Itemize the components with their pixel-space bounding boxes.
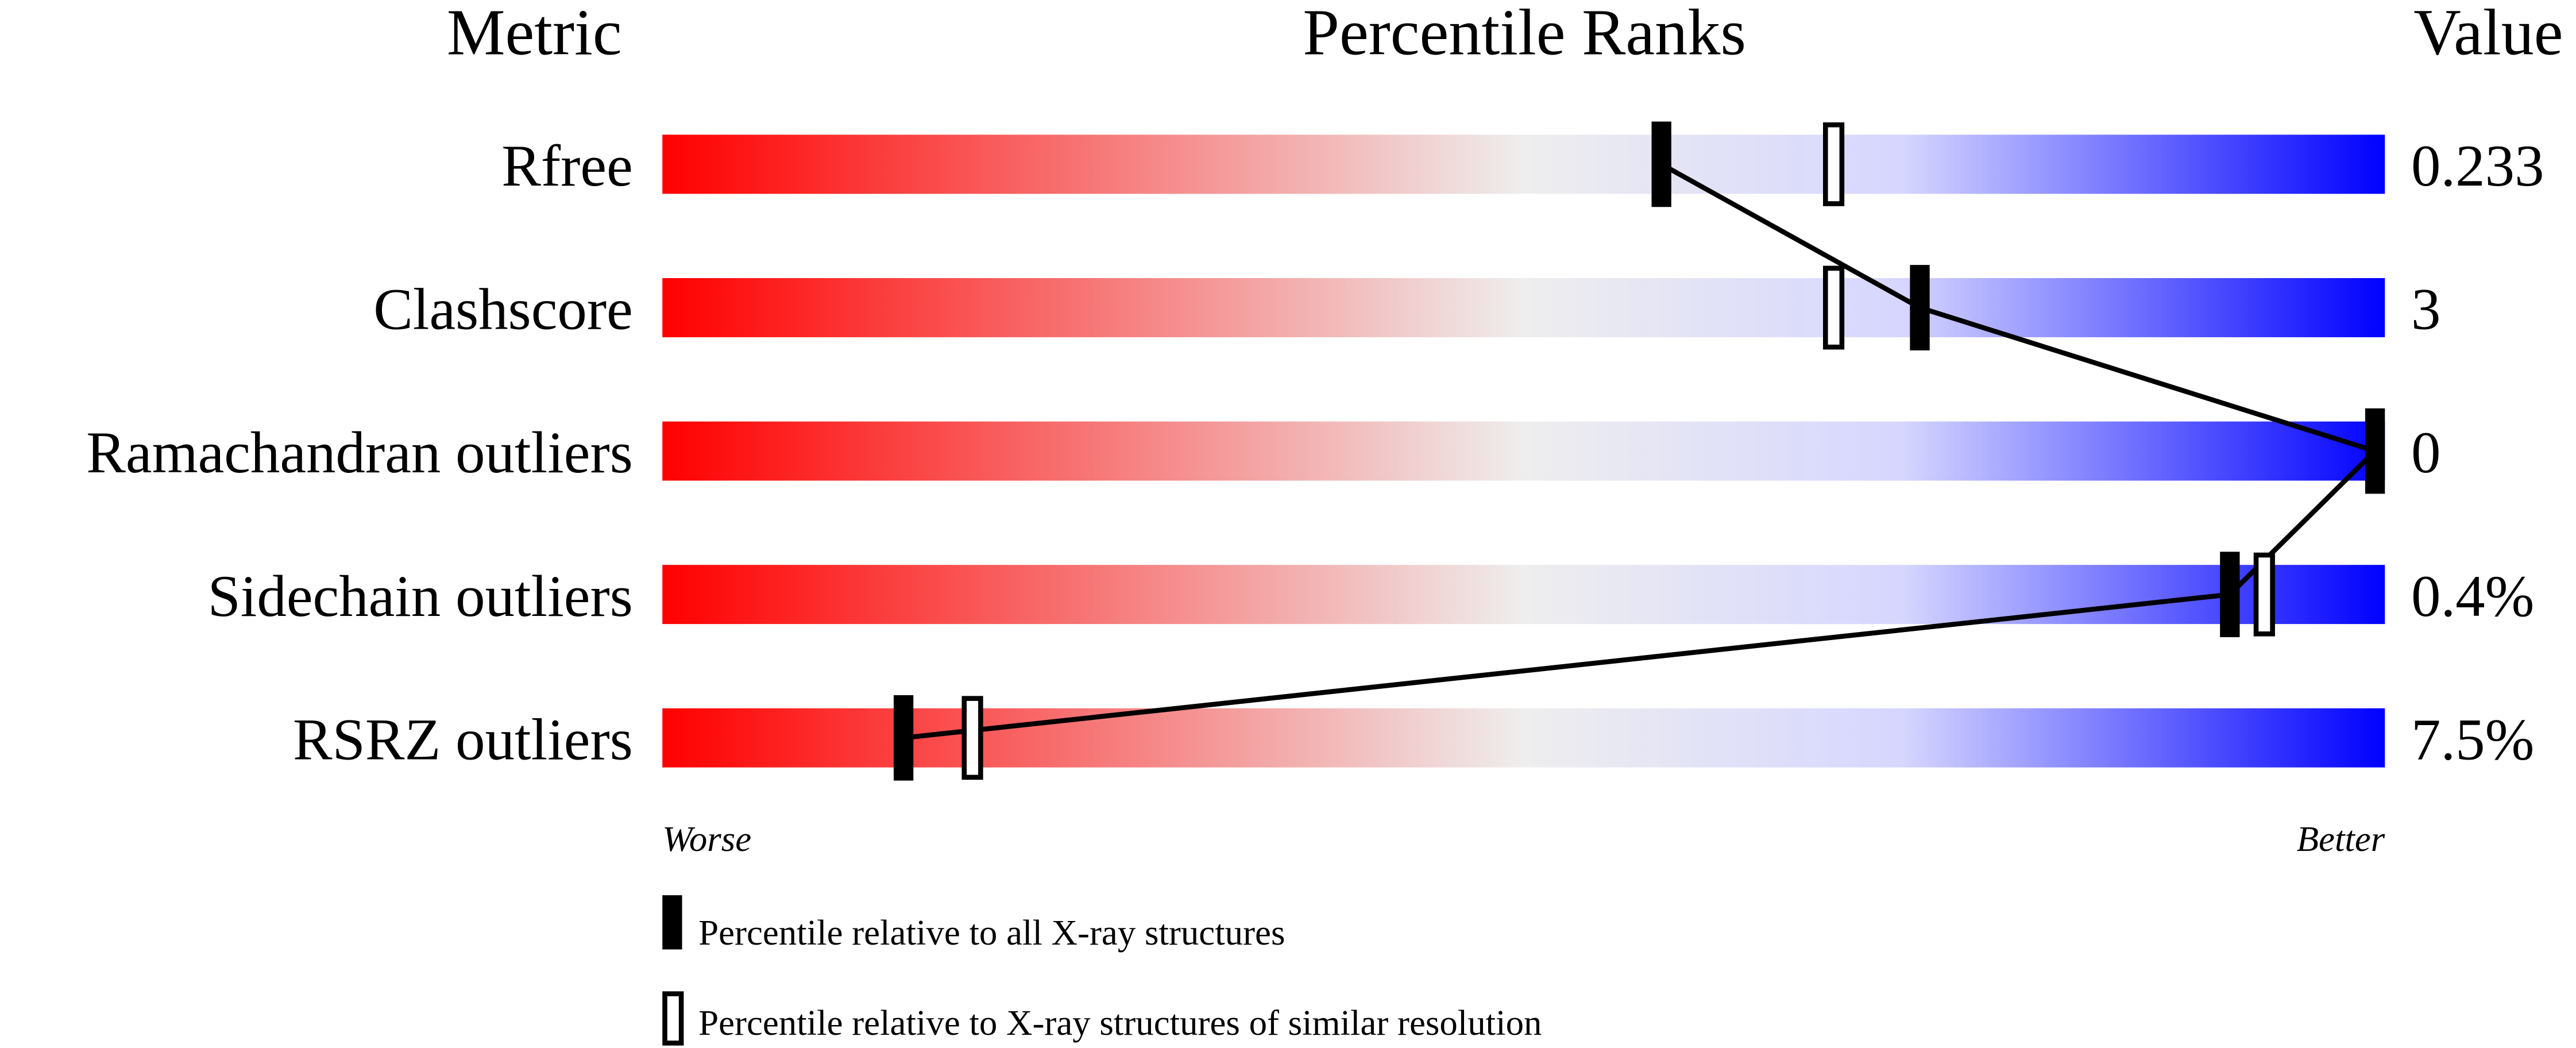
legend-similar-text: Percentile relative to X-ray structures … [698,1003,1542,1043]
marker-all-structures [1910,265,1930,350]
marker-all-structures [2365,408,2385,494]
marker-all-structures [2220,552,2240,637]
marker-similar-resolution [1822,265,1845,350]
legend-filled-marker [662,895,682,950]
metric-value: 3 [2411,277,2440,342]
percentile-bar [662,421,2385,481]
better-label: Better [2297,819,2385,859]
marker-similar-resolution [1822,122,1845,206]
percentile-bar [662,134,2385,194]
legend-all-text: Percentile relative to all X-ray structu… [698,912,1285,953]
metric-value: 7.5% [2411,707,2534,772]
legend-open-marker [662,991,684,1046]
marker-all-structures [893,695,914,781]
metric-label: RSRZ outliers [293,707,633,772]
header-percentile-ranks: Percentile Ranks [1303,0,1746,68]
percentile-bar [662,565,2385,625]
metric-label: Rfree [501,133,633,199]
metric-label: Clashscore [373,277,633,342]
marker-similar-resolution [2253,552,2275,637]
worse-label: Worse [662,819,751,859]
header-metric: Metric [447,0,622,68]
percentile-bar [662,708,2385,768]
metric-label: Sidechain outliers [208,564,633,629]
marker-all-structures [1651,121,1671,207]
metric-value: 0.4% [2411,564,2534,629]
metric-label: Ramachandran outliers [86,420,633,486]
header-value: Value [2413,0,2563,68]
marker-similar-resolution [961,696,983,780]
metric-value: 0.233 [2411,133,2544,199]
metric-value: 0 [2411,420,2440,486]
percentile-bar [662,278,2385,337]
